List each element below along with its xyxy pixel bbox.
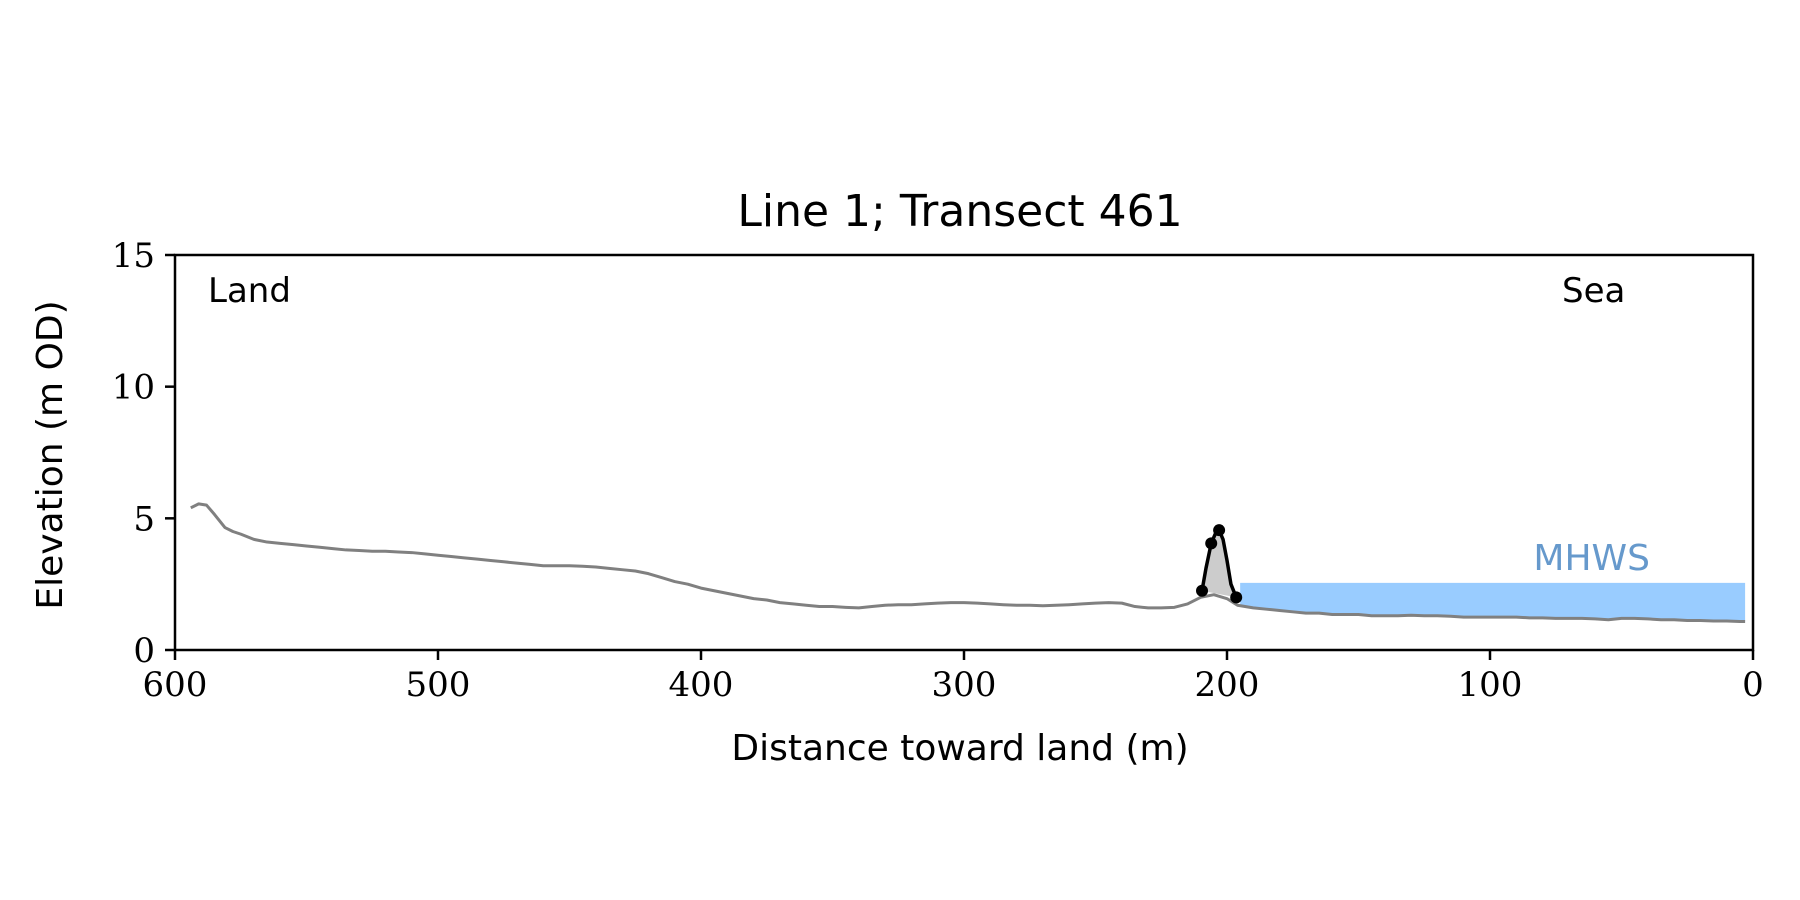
mhws-region bbox=[1240, 582, 1746, 622]
profile-line bbox=[190, 502, 1746, 624]
x-tick-label: 0 bbox=[1742, 665, 1764, 705]
mhws-annotation: MHWS bbox=[1533, 538, 1650, 579]
plot-area bbox=[190, 502, 1746, 624]
y-tick-label: 10 bbox=[112, 368, 155, 408]
y-axis-label: Elevation (m OD) bbox=[30, 300, 71, 609]
y-tick-label: 15 bbox=[112, 236, 155, 276]
x-tick-label: 600 bbox=[143, 665, 208, 705]
axes: 600 500 400 300 200 100 0 0 5 10 15 bbox=[112, 236, 1764, 705]
y-tick-label: 5 bbox=[133, 499, 155, 539]
chart-title: Line 1; Transect 461 bbox=[737, 186, 1182, 237]
x-tick-label: 500 bbox=[406, 665, 471, 705]
x-tick-label: 100 bbox=[1458, 665, 1523, 705]
dune-point bbox=[1205, 537, 1218, 550]
x-tick-label: 400 bbox=[669, 665, 734, 705]
sea-annotation: Sea bbox=[1562, 271, 1625, 311]
land-annotation: Land bbox=[208, 271, 291, 311]
x-tick-label: 300 bbox=[932, 665, 997, 705]
y-tick-label: 0 bbox=[133, 631, 155, 671]
dune-point bbox=[1196, 584, 1209, 597]
x-tick-label: 200 bbox=[1195, 665, 1260, 705]
dune-point bbox=[1230, 591, 1243, 604]
x-axis-label: Distance toward land (m) bbox=[731, 728, 1188, 769]
dune-point bbox=[1213, 524, 1226, 537]
